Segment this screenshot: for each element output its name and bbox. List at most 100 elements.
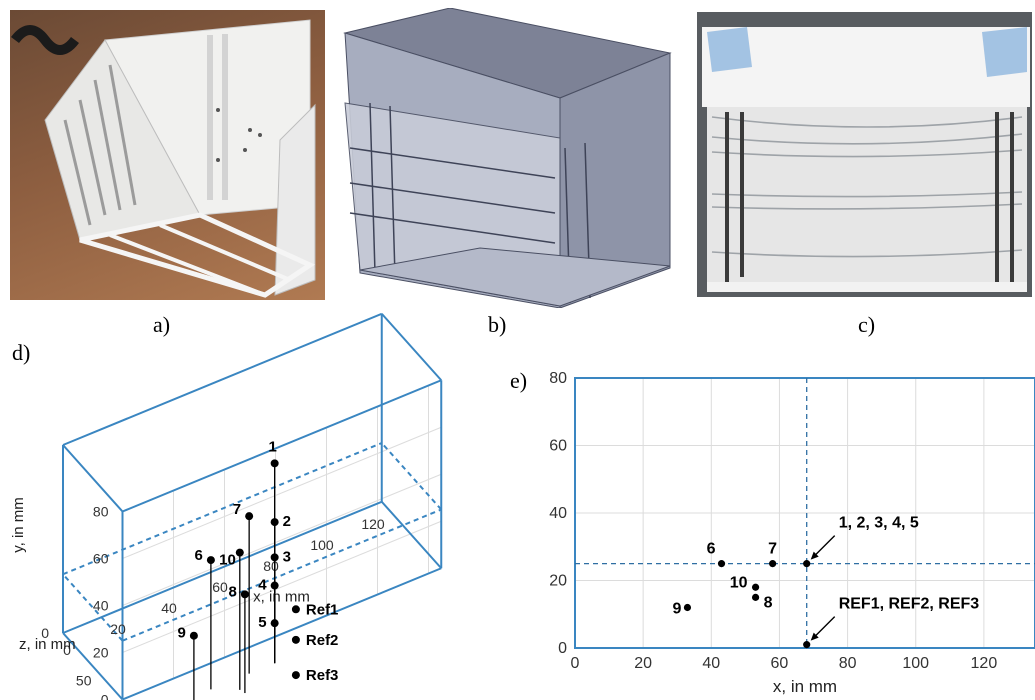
data-point — [240, 590, 249, 599]
point-label: 1 — [268, 438, 276, 455]
panel-label-d: d) — [12, 340, 31, 365]
x-axis-label: x, in mm — [773, 677, 837, 696]
x-tick-label: 40 — [161, 600, 177, 616]
point-label: 4 — [258, 577, 267, 594]
caption-b: b) — [488, 312, 507, 337]
point-label: 10 — [730, 574, 748, 591]
box-edge — [122, 379, 442, 513]
box-edge — [381, 501, 442, 569]
x-tick-label: 20 — [110, 621, 126, 637]
y-tick-label: 20 — [93, 645, 109, 661]
box-edge — [62, 444, 124, 513]
z-axis-label: z, in mm — [19, 636, 76, 653]
point-label: 7 — [768, 541, 777, 558]
photo-c-drawing — [697, 12, 1032, 297]
point-label: REF1, REF2, REF3 — [839, 596, 980, 613]
grid-line — [122, 520, 442, 653]
x-axis-label: x, in mm — [253, 589, 310, 606]
point-label: 5 — [258, 614, 266, 631]
photo-a — [10, 10, 325, 300]
box-edge — [62, 312, 383, 446]
panel-label-e: e) — [510, 368, 528, 393]
y-tick-label: 80 — [549, 370, 567, 387]
point-label: 7 — [233, 501, 241, 518]
caption-a: a) — [153, 312, 171, 337]
x-tick-label: 0 — [63, 642, 71, 658]
y-tick-label: 0 — [101, 692, 109, 700]
data-point — [717, 560, 726, 568]
grid-line — [122, 426, 442, 559]
point-label: Ref3 — [306, 667, 339, 684]
y-tick-label: 60 — [549, 438, 567, 455]
y-tick-label: 40 — [93, 598, 109, 614]
point-label: 8 — [764, 594, 773, 611]
grid-line — [122, 473, 442, 606]
data-point — [291, 605, 300, 614]
photo-b — [340, 8, 685, 308]
x-tick-label: 60 — [771, 655, 789, 672]
x-tick-label: 60 — [212, 579, 228, 595]
point-label: 9 — [673, 601, 682, 618]
point-label: 9 — [178, 625, 186, 642]
data-point — [270, 581, 279, 590]
x-tick-label: 20 — [634, 655, 652, 672]
dashed-plane-line — [122, 508, 442, 642]
y-tick-label: 60 — [93, 551, 109, 567]
data-point — [803, 641, 811, 649]
data-point — [291, 635, 300, 644]
x-tick-label: 100 — [310, 537, 334, 553]
x-tick-label: 0 — [571, 655, 580, 672]
x-tick-label: 80 — [839, 655, 857, 672]
box-edge — [381, 313, 442, 381]
z-tick-label: 50 — [76, 673, 92, 689]
point-label: 2 — [283, 513, 291, 530]
point-label: 10 — [219, 552, 236, 569]
photo-b-drawing — [343, 8, 672, 308]
x-tick-label: 40 — [702, 655, 720, 672]
y-tick-label: 80 — [93, 504, 109, 520]
data-point — [270, 459, 279, 468]
box-edge — [62, 632, 124, 700]
y-axis-label: y, in mm — [10, 497, 27, 553]
x-tick-label: 120 — [971, 655, 998, 672]
dashed-plane-line — [62, 442, 383, 576]
point-label: 6 — [195, 547, 203, 564]
point-label: 8 — [229, 583, 237, 600]
data-point — [206, 556, 215, 565]
x-tick-label: 100 — [902, 655, 929, 672]
point-label: 1, 2, 3, 4, 5 — [839, 515, 919, 532]
data-point — [189, 631, 198, 640]
data-point — [769, 560, 777, 568]
point-label: Ref1 — [306, 601, 339, 618]
photo-a-drawing — [11, 19, 316, 298]
dashed-plane-line — [62, 573, 124, 642]
data-point — [751, 583, 760, 591]
data-point — [245, 512, 254, 521]
caption-c: c) — [858, 312, 876, 337]
data-point — [683, 603, 692, 612]
data-point — [235, 548, 244, 557]
point-label: Ref2 — [306, 632, 339, 649]
box-edge — [62, 500, 383, 634]
chart-e: 0 20 40 60 80 100 120 0 20 40 60 80 6 7 1, 2, 3, 4, 5 1… — [549, 370, 1035, 696]
y-tick-label: 40 — [549, 505, 567, 522]
point-label: 6 — [707, 541, 716, 558]
arrow-head — [810, 551, 819, 560]
y-tick-label: 20 — [549, 573, 567, 590]
data-point — [291, 671, 300, 680]
data-point — [270, 553, 279, 562]
box-edge — [122, 567, 442, 700]
photo-c — [697, 12, 1032, 297]
data-point — [751, 593, 760, 601]
z-tick-label: 0 — [41, 625, 49, 641]
arrow-head — [810, 632, 819, 641]
y-tick-label: 0 — [558, 640, 567, 657]
data-point — [803, 560, 811, 568]
data-point — [270, 518, 279, 527]
data-point — [270, 619, 279, 628]
x-tick-label: 120 — [361, 516, 385, 532]
dashed-plane-line — [381, 442, 442, 511]
plot-frame — [574, 377, 1035, 649]
point-label: 3 — [283, 548, 291, 565]
